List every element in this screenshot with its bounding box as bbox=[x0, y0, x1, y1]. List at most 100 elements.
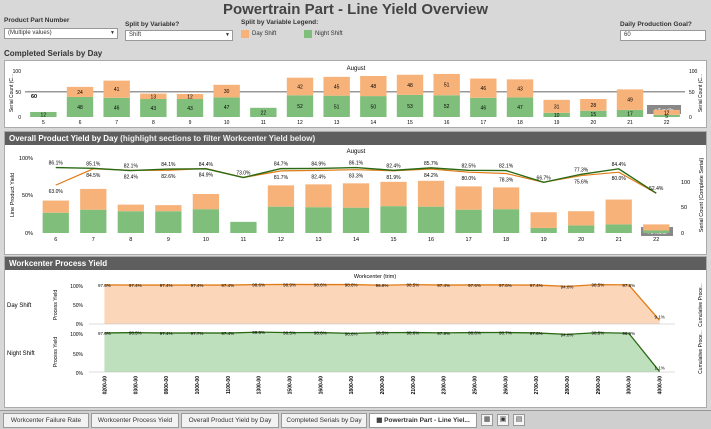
wc-day-label: 97.4% bbox=[221, 283, 234, 288]
completed-nulls-badge[interactable] bbox=[647, 105, 681, 114]
overall-yield-label: 82.4% bbox=[386, 163, 401, 169]
completed-xtick: 17 bbox=[481, 120, 487, 126]
tab-powertrain-overview[interactable]: ▦ Powertrain Part - Line Yiel... bbox=[369, 413, 477, 428]
completed-bar-night bbox=[396, 94, 424, 117]
overall-chart[interactable]: August Line Product Yield Serial Count (… bbox=[5, 145, 708, 255]
completed-label-night: 48 bbox=[77, 105, 83, 111]
completed-bar-night bbox=[30, 111, 57, 117]
wc-night-label: 96.9% bbox=[622, 331, 635, 336]
overall-bar-day bbox=[155, 205, 182, 212]
completed-label-night: 43 bbox=[187, 106, 193, 112]
wc-night-label: 98.6% bbox=[406, 331, 419, 336]
wc-night-label: 98.5% bbox=[129, 331, 142, 336]
tab-overall-product-yield[interactable]: Overall Product Yield by Day bbox=[181, 413, 279, 428]
legend-night-swatch[interactable] bbox=[304, 30, 312, 38]
completed-ytick-right-100: 100 bbox=[689, 69, 698, 75]
completed-bar-day bbox=[506, 79, 534, 98]
completed-xtick: 8 bbox=[152, 120, 155, 126]
tab-workcenter-process-yield[interactable]: Workcenter Process Yield bbox=[91, 413, 179, 428]
completed-ytick-50: 50 bbox=[15, 90, 21, 96]
wc-xtick: 0800-00 bbox=[164, 376, 170, 395]
completed-label-night: 47 bbox=[517, 105, 523, 111]
overall-ytick-left-100: 100% bbox=[19, 156, 33, 162]
completed-label-night: 15 bbox=[591, 112, 597, 118]
tab-grid-icon[interactable]: ▦ bbox=[481, 414, 493, 426]
completed-label-day: 24 bbox=[77, 90, 83, 96]
overall-yield-label: 77.3% bbox=[574, 167, 589, 173]
overall-xtick: 21 bbox=[616, 237, 622, 243]
overall-bar-day bbox=[42, 200, 69, 213]
completed-label-night: 22 bbox=[261, 110, 267, 116]
completed-label-day: 48 bbox=[371, 84, 377, 90]
completed-bar-night bbox=[543, 112, 570, 117]
completed-bar-day bbox=[213, 84, 240, 98]
chevron-down-icon: ▼ bbox=[225, 32, 230, 38]
overall-night-yield-label: 78.3% bbox=[499, 177, 514, 183]
tab-workcenter-failure-rate[interactable]: Workcenter Failure Rate bbox=[3, 413, 89, 428]
completed-label-day: 13 bbox=[151, 94, 157, 100]
night-ylabel: Process Yield bbox=[53, 337, 59, 368]
overall-yield-label: 84.9% bbox=[311, 161, 326, 167]
tab-completed-serials[interactable]: Completed Serials by Day bbox=[281, 413, 367, 428]
legend-day-swatch[interactable] bbox=[241, 30, 249, 38]
completed-bar-night bbox=[66, 96, 94, 117]
completed-bar-day bbox=[433, 73, 460, 96]
overall-bar-night bbox=[117, 211, 144, 233]
completed-bar-night bbox=[506, 97, 534, 117]
overall-xtick: 14 bbox=[353, 237, 359, 243]
completed-xtick: 13 bbox=[334, 120, 340, 126]
completed-label-night: 52 bbox=[297, 104, 303, 110]
completed-xtick: 6 bbox=[79, 120, 82, 126]
overall-xtick: 9 bbox=[167, 237, 170, 243]
completed-bar-day bbox=[140, 93, 167, 100]
overall-ytick-right-100: 100 bbox=[681, 180, 690, 186]
overall-bar-day bbox=[117, 204, 144, 212]
completed-bar-day bbox=[616, 89, 644, 110]
overall-bar-day bbox=[492, 187, 520, 210]
overall-ytick-left-50: 50% bbox=[22, 193, 33, 199]
completed-label-day: 51 bbox=[444, 83, 450, 89]
wc-xtick: 4000-00 bbox=[658, 376, 664, 395]
overall-bar-day bbox=[605, 199, 632, 225]
wc-night-label: 97.6% bbox=[530, 331, 543, 336]
completed-month: August bbox=[347, 66, 366, 72]
overall-xtick: 20 bbox=[578, 237, 584, 243]
completed-label-day: 30 bbox=[224, 89, 230, 95]
overall-bar-night bbox=[192, 209, 220, 233]
completed-label-night: 47 bbox=[224, 105, 230, 111]
wc-xtick: 1500-00 bbox=[287, 376, 293, 395]
wc-night-label: 96.6% bbox=[345, 331, 358, 336]
product-filter-select[interactable]: (Multiple values) ▼ bbox=[4, 28, 118, 39]
completed-chart[interactable]: August Serial Count (C... Serial Count (… bbox=[5, 61, 708, 129]
wc-xtick: 3000-00 bbox=[627, 376, 633, 395]
night-ytick-100: 100% bbox=[70, 332, 83, 338]
overall-bar-day bbox=[417, 180, 445, 207]
wc-day-line bbox=[104, 283, 661, 321]
completed-xtick: 10 bbox=[224, 120, 230, 126]
overall-xtick: 22 bbox=[653, 237, 659, 243]
wc-night-label: 98.5% bbox=[592, 331, 605, 336]
wc-night-label: 98.7% bbox=[499, 331, 512, 336]
completed-label-day: 12 bbox=[187, 95, 193, 101]
tab-new-dashboard-icon[interactable]: ▣ bbox=[497, 414, 509, 426]
completed-xtick: 9 bbox=[189, 120, 192, 126]
wc-day-label: 98.6% bbox=[314, 283, 327, 288]
workcenter-xlabel: Workcenter (trim) bbox=[354, 274, 397, 280]
wc-xtick: 2100-00 bbox=[411, 376, 417, 395]
workcenter-chart[interactable]: Workcenter (trim) Day Shift Night Shift … bbox=[5, 270, 708, 408]
overall-bar-night bbox=[305, 207, 332, 233]
completed-label-night: 43 bbox=[151, 106, 157, 112]
wc-xtick: 2000-00 bbox=[380, 376, 386, 395]
tab-new-story-icon[interactable]: ▤ bbox=[513, 414, 525, 426]
split-filter-select[interactable]: Shift ▼ bbox=[125, 30, 233, 41]
completed-xtick: 20 bbox=[591, 120, 597, 126]
wc-xtick: 1600-00 bbox=[318, 376, 324, 395]
completed-goal-label: 60 bbox=[31, 94, 37, 100]
wc-day-label: 98.6% bbox=[252, 283, 265, 288]
wc-day-label: 97.4% bbox=[530, 283, 543, 288]
chevron-down-icon: ▼ bbox=[110, 30, 115, 36]
completed-label-night: 5 bbox=[665, 114, 668, 120]
goal-input[interactable]: 60 bbox=[620, 30, 706, 41]
wc-xtick: 2900-00 bbox=[596, 376, 602, 395]
wc-night-label: 98.5% bbox=[376, 331, 389, 336]
